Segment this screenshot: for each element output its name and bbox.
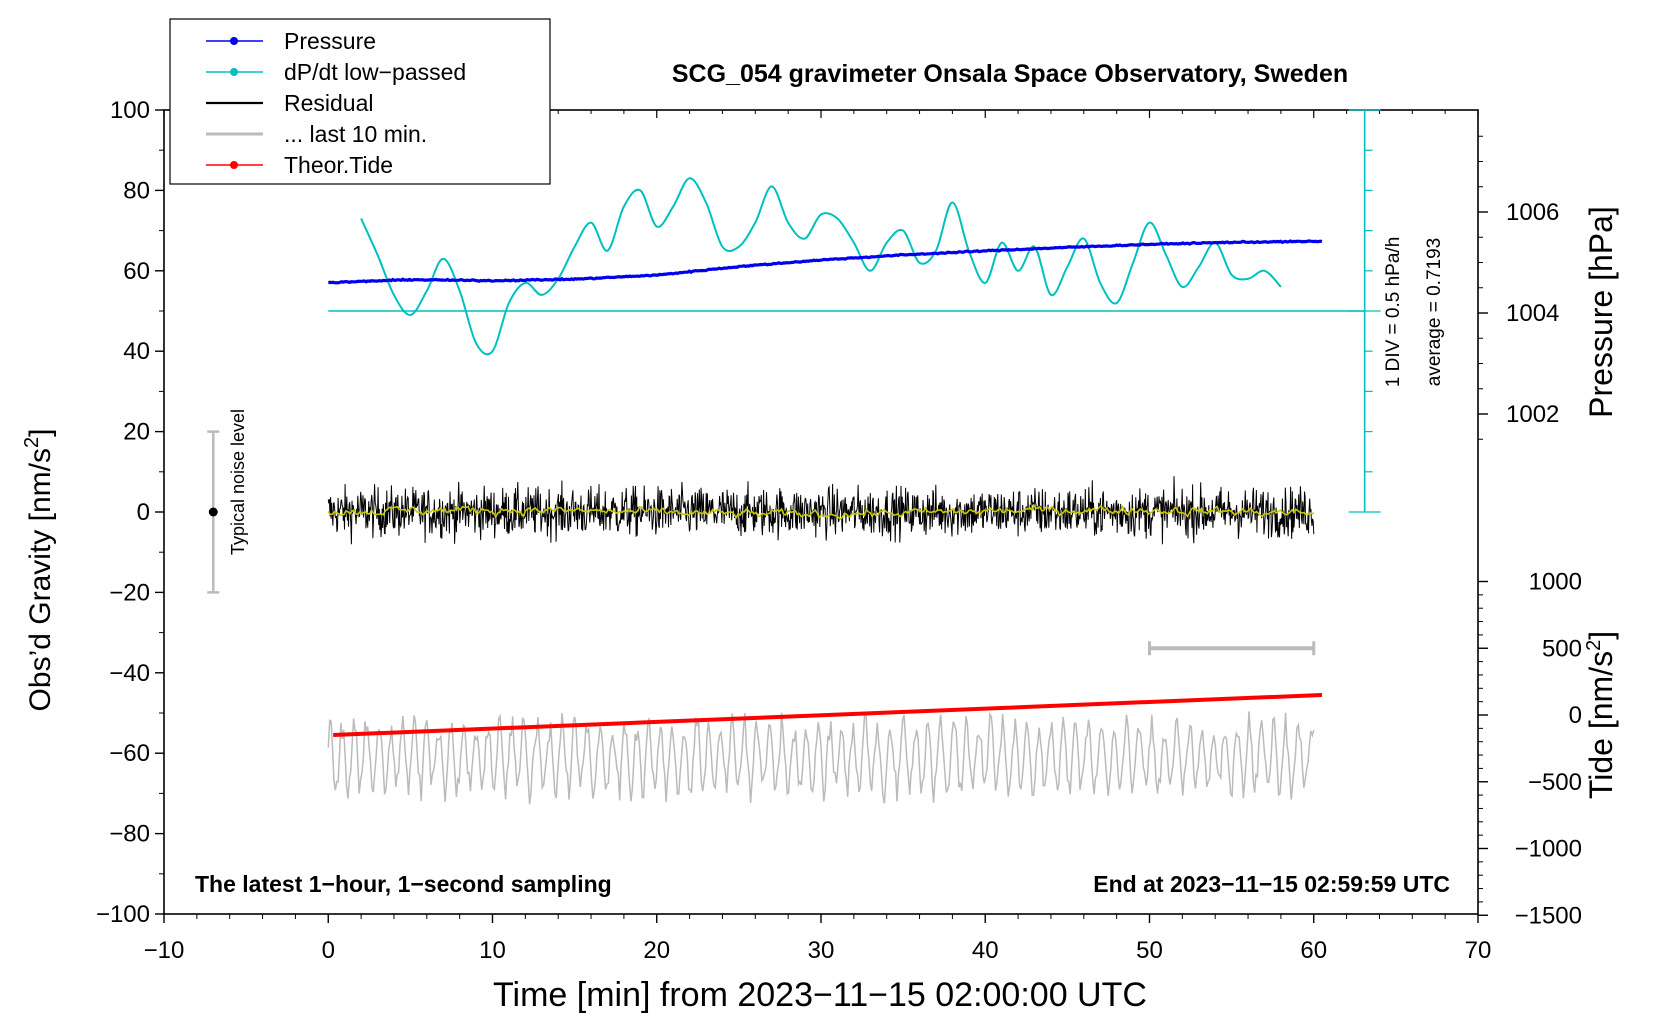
end-time-note: End at 2023−11−15 02:59:59 UTC: [1093, 871, 1450, 897]
y-tick-label: −60: [109, 740, 150, 767]
sampling-note: The latest 1−hour, 1−second sampling: [195, 871, 612, 897]
y-axis-label-pressure: Pressure [hPa]: [1583, 206, 1619, 418]
y-axis-label-gravity-close: ]: [24, 429, 57, 437]
y-axis-label-gravity: Obs’d Gravity [nm/s2]: [21, 429, 57, 712]
y-tick-label: 40: [123, 338, 150, 365]
x-tick-label: 30: [808, 937, 835, 964]
legend-marker: [230, 37, 238, 45]
legend-label: Residual: [284, 90, 374, 116]
y-tick-label: −100: [96, 901, 150, 928]
noise-level-label: Typical noise level: [228, 409, 248, 555]
legend-label: Theor.Tide: [284, 152, 393, 178]
x-tick-label: 40: [972, 937, 999, 964]
x-tick-label: 20: [643, 937, 670, 964]
legend-label: ... last 10 min.: [284, 121, 427, 147]
pressure-tick-label: 1002: [1506, 401, 1559, 428]
tide-tick-label: −1000: [1515, 836, 1582, 863]
y-tick-label: 80: [123, 177, 150, 204]
x-tick-label: −10: [144, 937, 185, 964]
legend-label: Pressure: [284, 28, 376, 54]
y-tick-label: 20: [123, 419, 150, 446]
y-tick-label: −20: [109, 579, 150, 606]
y-axis-label-gravity-sup: 2: [21, 437, 43, 448]
pressure-tick-label: 1006: [1506, 199, 1559, 226]
tide-tick-label: 500: [1542, 635, 1582, 662]
plot-area: −10 0 10 20 30 40 50 60 70−100−80−60−40−20020406…: [96, 97, 1582, 964]
y-tick-label: 60: [123, 258, 150, 285]
y-tick-label: −40: [109, 660, 150, 687]
y-axis-label-tide-close: ]: [1583, 631, 1619, 640]
legend-label: dP/dt low−passed: [284, 59, 466, 85]
y-axis-label-tide-text: Tide [nm/s: [1583, 651, 1619, 799]
x-tick-label: 10: [479, 937, 506, 964]
x-tick-label: 50: [1136, 937, 1163, 964]
tide-tick-label: 1000: [1529, 569, 1582, 596]
legend: Pressure dP/dt low−passed Residual ... last…: [169, 18, 551, 185]
chart-title: SCG_054 gravimeter Onsala Space Observat…: [672, 60, 1348, 88]
y-tick-label: 0: [137, 499, 150, 526]
legend-marker: [230, 161, 238, 169]
y-axis-label-gravity-text: Obs’d Gravity [nm/s: [24, 448, 57, 711]
tide-tick-label: −500: [1528, 769, 1582, 796]
dpdt-average-label: average = 0.7193: [1424, 238, 1445, 386]
legend-marker: [230, 68, 238, 76]
series-pressure: [328, 239, 1323, 285]
x-tick-label: 0: [322, 937, 335, 964]
series-dpdt: [360, 177, 1282, 356]
dpdt-scale-label: 1 DIV = 0.5 hPa/h: [1383, 237, 1404, 388]
x-tick-label: 70: [1465, 937, 1492, 964]
pressure-tick-label: 1004: [1506, 300, 1559, 327]
y-axis-label-tide: Tide [nm/s2]: [1583, 631, 1619, 799]
tide-tick-label: 0: [1569, 702, 1582, 729]
y-tick-label: −80: [109, 821, 150, 848]
y-tick-label: 100: [110, 97, 150, 124]
x-axis-label: Time [min] from 2023−11−15 02:00:00 UTC: [493, 976, 1147, 1014]
series-theor-tide: [333, 692, 1323, 738]
legend-box: [169, 18, 551, 185]
y-axis-label-tide-sup: 2: [1583, 640, 1605, 651]
series-residual-smoothed: [327, 503, 1315, 521]
noise-level-dot: [208, 507, 218, 517]
series-residual: [327, 476, 1315, 545]
x-tick-label: 60: [1300, 937, 1327, 964]
tide-tick-label: −1500: [1515, 902, 1582, 929]
data-series: [327, 177, 1365, 805]
series-last10: [327, 711, 1315, 805]
